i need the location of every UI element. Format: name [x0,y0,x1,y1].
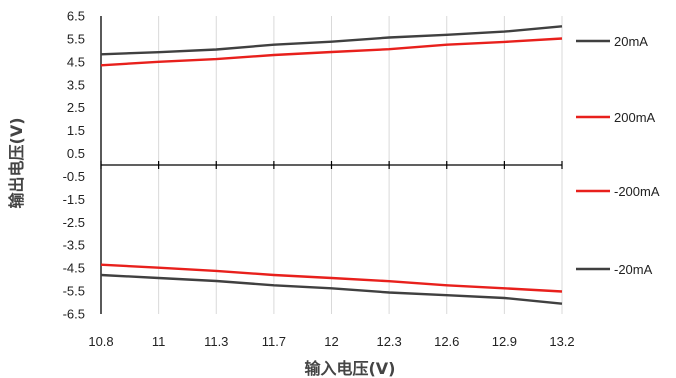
x-tick-label: 12.9 [492,334,517,349]
series-line [100,273,563,305]
y-tick-label: -3.5 [63,238,85,253]
y-tick-label: -5.5 [63,284,85,299]
y-tick-label: 6.5 [67,9,85,24]
y-tick-label: -2.5 [63,215,85,230]
x-tick-label: 10.8 [88,334,113,349]
y-tick-label: 0.5 [67,146,85,161]
y-tick-label: -0.5 [63,169,85,184]
legend-label: -200mA [614,184,660,199]
y-tick-label: 2.5 [67,100,85,115]
y-tick-label: -6.5 [63,307,85,322]
x-tick-label: 11.7 [262,334,286,349]
axes [100,16,563,314]
series-lines [100,25,563,305]
y-tick-label: 1.5 [67,123,85,138]
y-tick-label: -1.5 [63,192,85,207]
x-tick-label: 13.2 [549,334,574,349]
x-tick-label: 12 [324,334,338,349]
series-line [100,263,563,293]
x-tick-labels: 10.8 11 11.3 11.7 12 12.3 12.6 12.9 13.2 [88,334,574,349]
y-tick-label: -4.5 [63,261,85,276]
x-tick-label: 11 [152,334,166,349]
legend: 20mA 200mA -200mA -20mA [576,34,660,277]
y-tick-label: 3.5 [67,77,85,92]
legend-label: 20mA [614,34,648,49]
series-line [100,37,563,67]
legend-label: 200mA [614,110,656,125]
y-tick-label: 5.5 [67,31,85,46]
series-line [100,25,563,56]
y-tick-label: 4.5 [67,54,85,69]
y-tick-labels: 6.5 5.5 4.5 3.5 2.5 1.5 0.5 -0.5 -1.5 -2.5 -3.5 -4.… [63,9,85,322]
x-axis-title: 输入电压(V) [304,359,395,378]
x-tick-label: 12.3 [376,334,401,349]
x-tick-label: 12.6 [434,334,459,349]
x-tick-label: 11.3 [204,334,228,349]
legend-label: -20mA [614,262,653,277]
y-axis-title: 输出电压(V) [7,117,26,208]
